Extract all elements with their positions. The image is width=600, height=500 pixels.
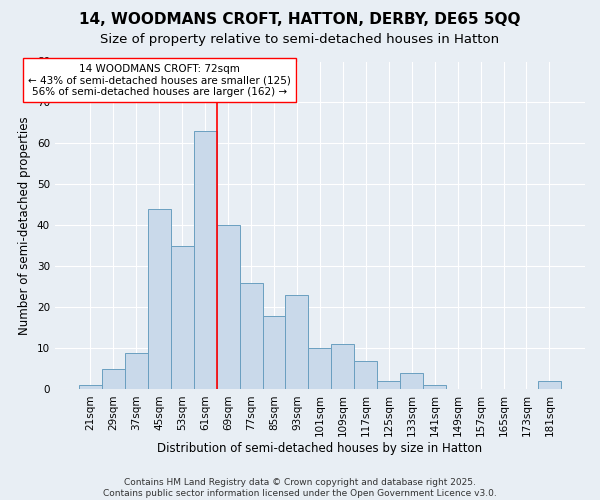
X-axis label: Distribution of semi-detached houses by size in Hatton: Distribution of semi-detached houses by … bbox=[157, 442, 482, 455]
Bar bbox=[102, 369, 125, 390]
Text: 14 WOODMANS CROFT: 72sqm
← 43% of semi-detached houses are smaller (125)
56% of : 14 WOODMANS CROFT: 72sqm ← 43% of semi-d… bbox=[28, 64, 291, 96]
Bar bbox=[423, 386, 446, 390]
Bar bbox=[125, 352, 148, 390]
Bar bbox=[400, 373, 423, 390]
Y-axis label: Number of semi-detached properties: Number of semi-detached properties bbox=[19, 116, 31, 335]
Bar bbox=[79, 386, 102, 390]
Bar bbox=[538, 382, 561, 390]
Bar bbox=[148, 209, 171, 390]
Bar bbox=[377, 382, 400, 390]
Bar bbox=[239, 283, 263, 390]
Bar bbox=[171, 246, 194, 390]
Bar bbox=[331, 344, 355, 390]
Bar bbox=[286, 295, 308, 390]
Text: Size of property relative to semi-detached houses in Hatton: Size of property relative to semi-detach… bbox=[100, 32, 500, 46]
Text: 14, WOODMANS CROFT, HATTON, DERBY, DE65 5QQ: 14, WOODMANS CROFT, HATTON, DERBY, DE65 … bbox=[79, 12, 521, 28]
Bar bbox=[217, 226, 239, 390]
Bar bbox=[194, 131, 217, 390]
Text: Contains HM Land Registry data © Crown copyright and database right 2025.
Contai: Contains HM Land Registry data © Crown c… bbox=[103, 478, 497, 498]
Bar bbox=[308, 348, 331, 390]
Bar bbox=[263, 316, 286, 390]
Bar bbox=[355, 361, 377, 390]
